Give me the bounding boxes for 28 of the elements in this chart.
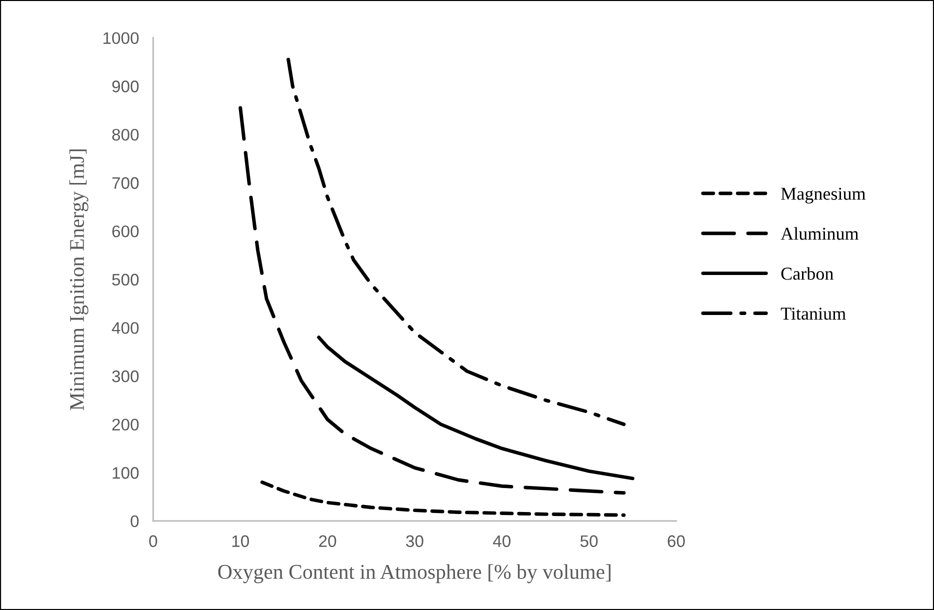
y-tick-label: 500 xyxy=(112,274,139,286)
y-tick-label: 400 xyxy=(112,322,139,334)
y-tick-label: 600 xyxy=(112,225,139,238)
line-series xyxy=(286,58,626,426)
x-tick-label: 50 xyxy=(580,535,598,548)
y-axis-title: Minimum Ignition Energy [mJ] xyxy=(69,149,88,410)
y-tick-label: 0 xyxy=(130,515,139,528)
x-tick-label: 20 xyxy=(319,535,336,548)
y-tick-label: 1000 xyxy=(103,32,139,44)
y-tick-label: 200 xyxy=(112,418,139,431)
legend-label: Magnesium xyxy=(781,188,866,204)
y-tick-label: 800 xyxy=(112,128,139,141)
line-series xyxy=(238,106,626,495)
x-tick-label: 40 xyxy=(492,535,510,548)
x-axis-title: Oxygen Content in Atmosphere [% by volume] xyxy=(218,564,610,584)
x-tick-label: 60 xyxy=(668,535,685,548)
legend-label: Titanium xyxy=(780,308,846,320)
x-tick-label: 10 xyxy=(232,535,249,548)
y-tick-label: 900 xyxy=(112,80,139,92)
y-tick-label: 100 xyxy=(112,467,139,479)
x-tick-label: 30 xyxy=(406,535,424,548)
y-tick-label: 700 xyxy=(112,177,139,189)
legend-label: Carbon xyxy=(781,267,834,280)
legend-label: Aluminum xyxy=(780,227,859,240)
line-series xyxy=(317,336,634,480)
y-tick-label: 300 xyxy=(112,370,139,382)
line-series xyxy=(260,480,626,517)
x-tick-label: 0 xyxy=(149,535,158,548)
